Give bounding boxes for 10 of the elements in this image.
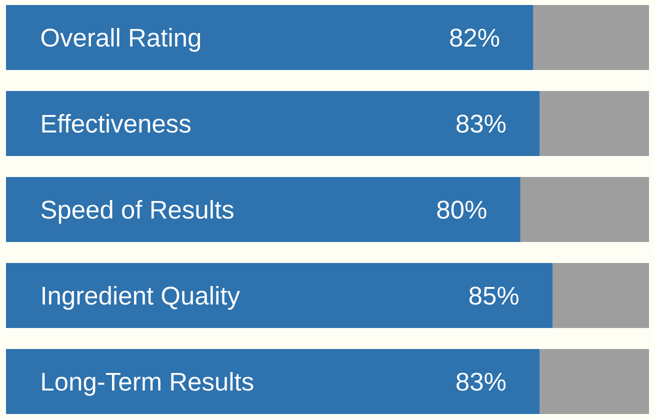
- y-tick-label: Long-Term Results: [42, 372, 254, 396]
- y-tick-label: Speed of Results: [41, 200, 234, 224]
- data-label: 82%: [450, 28, 500, 47]
- y-tick-label: Overall Rating: [41, 28, 200, 52]
- data-label: 80%: [437, 200, 486, 219]
- y-tick-label: Ingredient Quality: [42, 286, 240, 310]
- data-label: 83%: [456, 114, 506, 133]
- y-tick-label: Effectiveness: [42, 114, 190, 133]
- data-label: 83%: [456, 372, 506, 391]
- data-label: 85%: [469, 286, 518, 305]
